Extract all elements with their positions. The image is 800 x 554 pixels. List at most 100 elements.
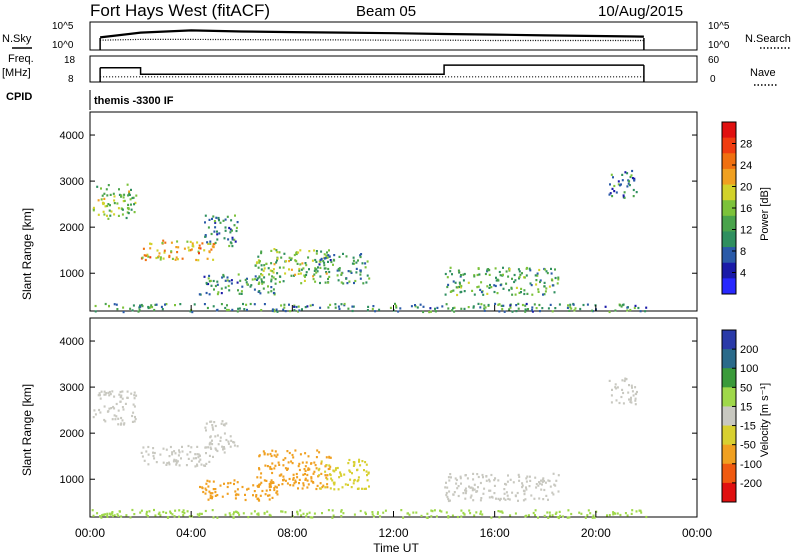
data-point [236, 481, 239, 484]
data-point [284, 272, 287, 275]
data-point [523, 493, 526, 496]
data-point [223, 451, 226, 454]
data-point [155, 461, 158, 464]
data-point [578, 511, 581, 514]
data-point [127, 194, 130, 197]
data-point [621, 173, 624, 176]
data-point [127, 208, 130, 211]
data-point [525, 480, 528, 483]
data-point [272, 481, 275, 484]
data-point [204, 221, 206, 224]
data-point [167, 516, 170, 519]
data-point [205, 429, 207, 432]
data-point [551, 284, 554, 287]
data-point [209, 494, 212, 497]
data-point [226, 215, 229, 218]
data-point [223, 432, 226, 435]
power-colorbar-swatch [722, 278, 736, 295]
data-point [241, 485, 244, 489]
data-point [556, 516, 559, 519]
data-point [326, 486, 329, 489]
cpid-label: CPID [6, 91, 32, 103]
data-point [126, 183, 129, 186]
data-point [631, 390, 634, 393]
data-point [262, 281, 265, 284]
data-point [225, 438, 228, 442]
data-point [548, 511, 551, 514]
data-point [313, 461, 316, 464]
data-point [618, 304, 621, 307]
data-point [449, 473, 452, 476]
data-point [209, 240, 212, 243]
data-point [346, 282, 349, 285]
data-point [280, 510, 283, 513]
data-point [456, 293, 459, 297]
data-point [615, 191, 618, 194]
frequency-series [99, 64, 645, 82]
data-point [209, 279, 212, 282]
data-point [196, 241, 199, 244]
data-point [268, 494, 271, 497]
data-point [210, 284, 213, 287]
data-point [286, 467, 289, 470]
data-point [293, 309, 296, 312]
data-point [123, 199, 126, 202]
data-point [324, 465, 327, 468]
data-point [263, 479, 266, 482]
data-point [617, 180, 620, 183]
data-point [326, 478, 329, 481]
data-point [234, 214, 236, 217]
data-point [626, 514, 629, 517]
data-point [305, 515, 308, 518]
data-point [353, 281, 355, 285]
data-point [520, 291, 522, 294]
data-point [213, 220, 216, 223]
data-point [267, 291, 270, 294]
data-point [587, 509, 590, 512]
data-point [313, 470, 316, 473]
data-point [323, 264, 326, 267]
data-point [505, 483, 508, 486]
data-point [168, 254, 171, 257]
xtick-label: 20:00 [581, 526, 611, 540]
data-point [338, 476, 341, 479]
data-point [395, 306, 398, 309]
data-point [439, 509, 441, 512]
data-point [103, 202, 105, 205]
data-point [570, 307, 573, 310]
data-point [289, 484, 292, 487]
data-point [359, 509, 362, 513]
data-point [162, 510, 165, 514]
data-point [314, 280, 317, 283]
data-point [236, 488, 239, 491]
data-point [336, 466, 339, 470]
data-point [318, 474, 321, 477]
data-point [299, 249, 302, 252]
data-point [347, 462, 350, 465]
nsearch-line [100, 38, 644, 42]
data-point [222, 219, 225, 222]
data-point [488, 286, 491, 289]
data-point [103, 393, 106, 396]
data-point [278, 280, 281, 284]
data-point [217, 443, 220, 446]
power-colorbar-tick-label: 12 [740, 225, 752, 237]
data-point [108, 394, 111, 397]
data-point [252, 484, 255, 487]
data-point [209, 441, 212, 444]
data-point [302, 473, 305, 476]
data-point [219, 484, 222, 487]
data-point [374, 310, 377, 313]
data-point [549, 514, 551, 517]
power-colorbar-swatch [722, 231, 736, 248]
data-point [284, 310, 287, 313]
data-point [444, 272, 447, 276]
data-point [414, 305, 417, 308]
ytick-label: 3000 [60, 176, 84, 188]
data-point [218, 219, 220, 222]
data-point [130, 392, 133, 395]
data-point [291, 462, 294, 465]
data-point [293, 482, 296, 485]
data-point [214, 435, 217, 438]
velocity-colorbar-swatch [722, 330, 736, 350]
